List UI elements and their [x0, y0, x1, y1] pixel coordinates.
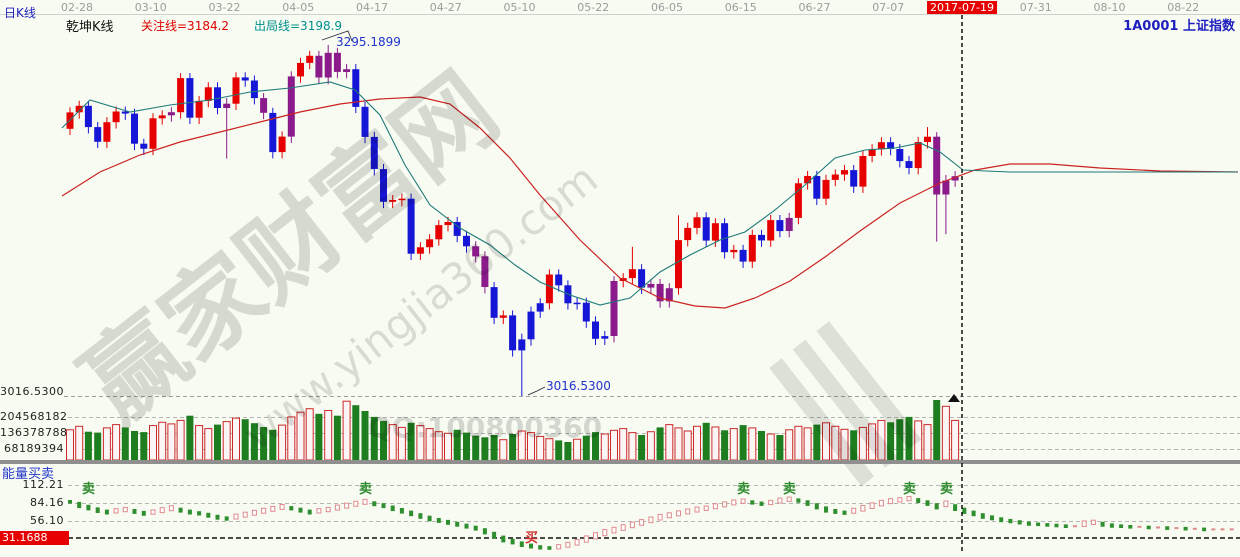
date-tick: 06-27: [798, 1, 831, 14]
date-tick: 08-22: [1167, 1, 1200, 14]
date-tick: 04-05: [282, 1, 315, 14]
date-tick: 05-22: [577, 1, 610, 14]
gridlines: [0, 14, 1240, 539]
panel-separator: [0, 460, 1240, 464]
indicator-name[interactable]: 乾坤K线: [66, 20, 114, 35]
sell-mark: 卖: [903, 481, 916, 497]
date-tick: 08-10: [1093, 1, 1126, 14]
volume-bars: [66, 400, 960, 461]
period-label[interactable]: 日K线: [4, 6, 36, 20]
energy-panel-title[interactable]: 能量买卖: [2, 467, 55, 482]
date-tick: 02-28: [61, 1, 93, 14]
date-tick: 06-05: [651, 1, 683, 14]
date-axis: 02-28 03-10 03-22 04-05 04-17 04-27 05-10 05-22…: [0, 0, 1240, 14]
volume-axis-label-1: 204568182: [0, 410, 68, 423]
date-tick: 03-10: [134, 1, 167, 14]
date-tick: 05-10: [503, 1, 536, 14]
energy-indicator: 卖 卖 卖 卖 卖 卖买: [68, 481, 1234, 550]
buy-mark: 买: [525, 531, 538, 546]
attention-line-value: 关注线=3184.2: [141, 19, 230, 33]
volume-axis-label-2: 136378788: [0, 426, 68, 439]
high-label-connector: [321, 30, 353, 42]
date-tick: 04-17: [356, 1, 388, 14]
sell-mark: 卖: [82, 481, 95, 497]
svg-text:QQ:100800360: QQ:100800360: [368, 411, 602, 444]
date-tick: 06-15: [724, 1, 757, 14]
date-tick: 07-31: [1019, 1, 1052, 14]
candlesticks: [66, 45, 959, 396]
date-tick: 07-07: [872, 1, 905, 14]
sell-mark: 卖: [737, 481, 750, 497]
exit-line-value: 出局线=3198.9: [254, 19, 343, 33]
sell-mark: 卖: [359, 481, 372, 497]
date-tick: 03-22: [208, 1, 241, 14]
sell-mark: 卖: [940, 481, 953, 497]
symbol-title[interactable]: 1A0001 上证指数: [1123, 19, 1235, 34]
ma-fast-line: [61, 81, 1238, 306]
date-tick-highlight: 2017-07-19: [927, 1, 997, 14]
energy-axis-label-1: 112.21: [22, 478, 64, 491]
volume-axis-label-3: 68189394: [4, 442, 64, 455]
price-low-annotation: 3016.5300: [546, 379, 611, 393]
date-tick: 04-27: [429, 1, 462, 14]
energy-axis-label-3: 56.10: [30, 514, 64, 527]
price-high-annotation: 3295.1899: [336, 35, 401, 49]
watermark-logo-icon: [769, 321, 922, 487]
main-axis-low-value: 3016.5300: [0, 385, 64, 398]
energy-current-value-badge: 31.1688: [0, 531, 69, 545]
volume-peak-marker: [948, 394, 960, 402]
energy-axis-label-2: 84.16: [30, 496, 64, 509]
low-label-connector: [527, 386, 546, 396]
sell-mark: 卖: [783, 481, 796, 497]
